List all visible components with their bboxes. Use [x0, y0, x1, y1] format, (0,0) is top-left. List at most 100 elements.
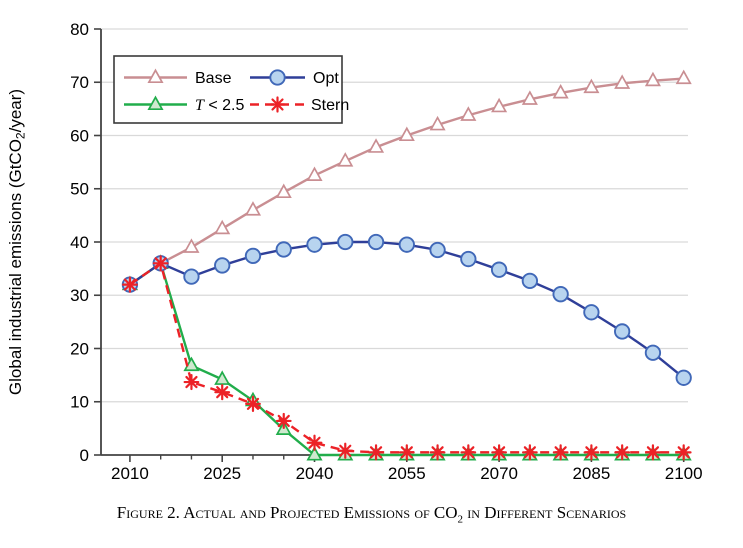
figure-container: 0 10 20 30 40 50 60 70 80 2010 2025 2040 2055 2070 208…: [0, 20, 743, 526]
marker-2060: [429, 115, 446, 131]
legend-swatch-marker: [269, 96, 286, 113]
marker-2095: [644, 344, 662, 361]
marker-2090: [614, 444, 631, 461]
marker-2095: [645, 444, 661, 461]
legend-label: T < 2.5: [195, 97, 244, 114]
marker-2055: [398, 236, 415, 253]
y-tick-label-0: 0: [80, 446, 89, 465]
caption-text: Figure 2. Actual and Projected Emissions…: [116, 503, 458, 522]
series-t25: [121, 254, 692, 461]
marker-2045: [337, 233, 354, 251]
x-tick-label-2100: 2100: [665, 464, 703, 483]
marker-2060: [429, 241, 446, 259]
y-tick-label-10: 10: [70, 393, 89, 412]
legend-label: Stern: [311, 97, 349, 114]
caption-suffix: in Different Scenarios: [463, 503, 627, 522]
x-tick-label-2025: 2025: [203, 464, 241, 483]
x-tick-label-2040: 2040: [296, 464, 334, 483]
marker-2010: [122, 276, 138, 293]
series-line: [129, 262, 684, 454]
marker-2055: [398, 444, 415, 461]
marker-2100: [675, 369, 692, 386]
marker-2025: [214, 219, 231, 235]
marker-2045: [337, 442, 354, 459]
marker-2070: [491, 444, 508, 461]
marker-2070: [491, 97, 508, 113]
legend-entry-t25: T < 2.5: [124, 95, 244, 114]
series-line: [129, 262, 684, 457]
marker-2095: [644, 71, 661, 87]
marker-2075: [521, 90, 538, 105]
legend-entry-opt: Opt: [250, 69, 339, 87]
marker-2080: [552, 286, 569, 303]
marker-2025: [214, 257, 231, 274]
marker-2050: [367, 138, 385, 153]
marker-2020: [183, 373, 200, 391]
y-tick-label-80: 80: [70, 20, 89, 39]
x-tick-label-2055: 2055: [388, 464, 426, 483]
x-tick-label-2070: 2070: [480, 464, 518, 483]
marker-2045: [337, 152, 354, 167]
marker-2080: [552, 444, 569, 461]
marker-2040: [306, 166, 323, 181]
marker-2040: [306, 236, 323, 253]
y-tick-label-30: 30: [70, 286, 89, 305]
y-tick-label-50: 50: [70, 180, 89, 199]
marker-2085: [583, 444, 600, 461]
x-tick-label-2085: 2085: [572, 464, 610, 483]
marker-2090: [614, 74, 631, 89]
marker-2030: [245, 395, 261, 412]
legend-label: Base: [195, 70, 232, 87]
y-tick-label-60: 60: [70, 126, 89, 145]
series-base: [121, 69, 692, 291]
emissions-chart-svg: 0 10 20 30 40 50 60 70 80 2010 2025 2040 2055 2070 208…: [6, 20, 703, 483]
legend-entry-base: Base: [124, 68, 232, 87]
x-tick-label-2010: 2010: [111, 464, 149, 483]
marker-2030: [244, 201, 262, 216]
marker-2085: [583, 304, 600, 321]
marker-2040: [306, 446, 323, 461]
legend: Base Opt T < 2.5 Stern: [113, 55, 349, 124]
marker-2035: [275, 412, 292, 430]
legend-swatch-marker: [147, 68, 164, 84]
marker-2070: [490, 261, 508, 278]
marker-2060: [429, 444, 446, 461]
marker-2050: [367, 233, 385, 251]
marker-2015: [152, 255, 169, 272]
y-tick-label-70: 70: [70, 73, 89, 92]
legend-entry-stern: Stern: [250, 96, 349, 114]
marker-2100: [675, 69, 692, 85]
marker-2035: [275, 241, 292, 258]
series-stern: [122, 255, 692, 461]
marker-2050: [368, 444, 384, 461]
marker-2020: [183, 356, 200, 372]
legend-label: Opt: [313, 70, 339, 87]
y-axis-label: Global industrial emissions (GtCO2/year): [6, 89, 28, 395]
marker-2100: [675, 444, 692, 461]
marker-2075: [521, 444, 538, 461]
marker-2020: [183, 268, 200, 285]
legend-swatch-marker: [147, 95, 164, 111]
marker-2040: [306, 434, 323, 451]
caption-subscript: 2: [457, 513, 464, 526]
marker-2065: [460, 444, 477, 461]
marker-2065: [460, 106, 477, 121]
series-opt: [121, 233, 692, 386]
marker-2030: [244, 247, 262, 264]
marker-2020: [183, 238, 200, 253]
marker-2055: [398, 126, 415, 142]
marker-2035: [275, 183, 292, 199]
legend-box: [113, 55, 343, 124]
series-line: [129, 240, 685, 379]
y-tick-label-20: 20: [70, 339, 89, 358]
emissions-chart: 0 10 20 30 40 50 60 70 80 2010 2025 2040 2055 2070 208…: [6, 20, 703, 483]
marker-2065: [460, 250, 477, 268]
marker-2085: [583, 78, 600, 94]
marker-2080: [552, 83, 569, 99]
y-tick-label-40: 40: [70, 233, 89, 252]
marker-2075: [521, 272, 539, 290]
legend-swatch-marker: [269, 69, 286, 86]
marker-2025: [214, 384, 231, 401]
figure-caption: Figure 2. Actual and Projected Emissions…: [0, 503, 743, 526]
marker-2090: [614, 323, 631, 340]
